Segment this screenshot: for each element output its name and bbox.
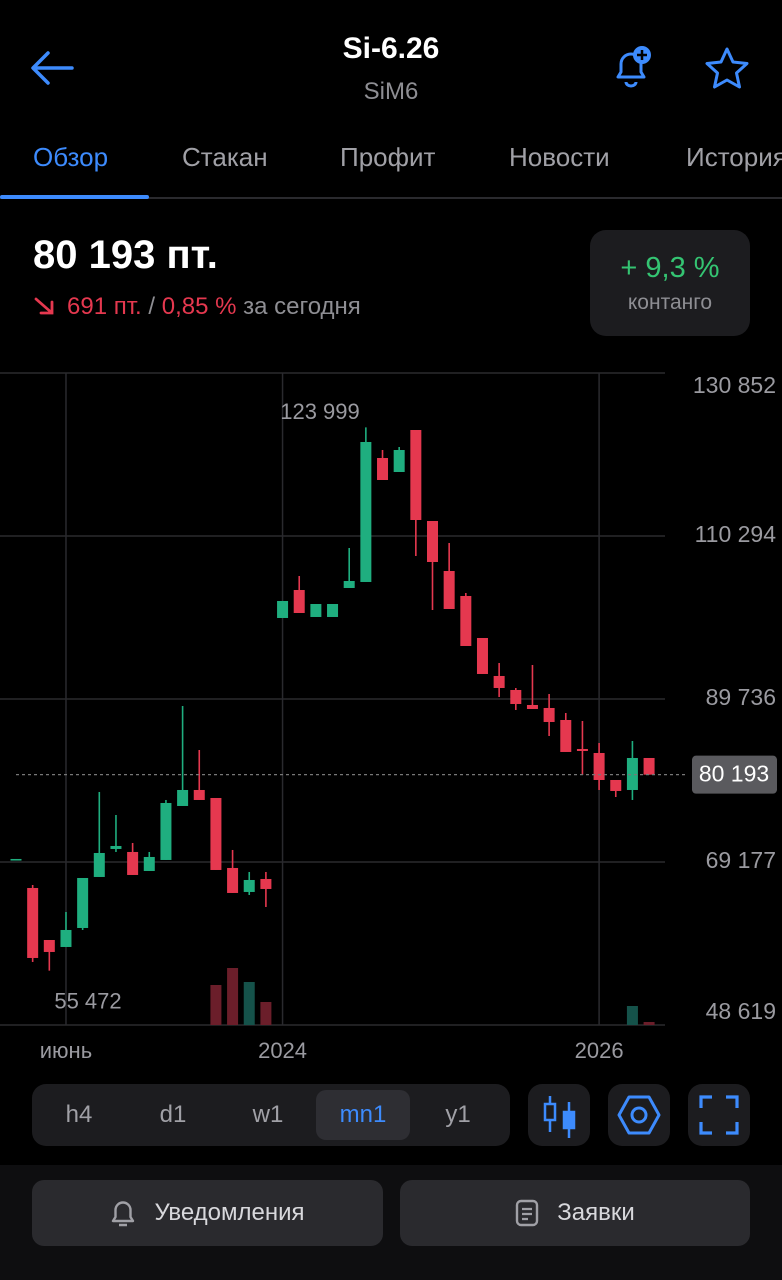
y-tick-label: 130 852 [693,372,776,398]
candle-body [27,887,39,958]
candle-body [560,719,572,752]
max-label: 123 999 [280,399,360,424]
bell-icon [112,1201,135,1227]
candle-body [193,789,205,800]
candle-body [293,589,305,613]
tab[interactable]: Обзор [33,142,109,172]
candle-body [643,757,655,775]
candle-body [227,867,239,893]
min-label: 55 472 [54,988,121,1013]
volume-bar [643,1022,655,1025]
timeframe[interactable]: d1 [159,1101,187,1128]
timeframe[interactable]: mn1 [316,1090,410,1140]
current-price-label: 80 193 [699,761,769,787]
price: 80 193 пт. [33,233,218,277]
candle-body [93,852,105,877]
candle-body [510,689,522,704]
x-tick-label: 2024 [258,1038,307,1063]
timeframe-selector: h4 d1 w1 mn1 y1 [32,1084,510,1146]
favorite-button[interactable] [704,46,750,90]
candle-body [377,457,389,480]
chart-type-button[interactable] [528,1084,590,1146]
y-tick-label: 48 619 [706,998,776,1024]
tab[interactable]: Стакан [182,142,268,172]
candle-body [526,704,538,709]
timeframe[interactable]: w1 [252,1101,284,1128]
candle-body [243,879,255,892]
contango-value: + 9,3 % [620,252,720,284]
alerts-button[interactable]: Уведомления [32,1180,383,1246]
x-tick-label: 2026 [575,1038,624,1063]
chart: 48 619 69 177 89 736 110 294 130 852 июнь 2024… [0,372,777,1063]
candle-body [410,429,422,520]
candle-body [476,637,488,674]
candle-body [576,748,588,751]
alert-button[interactable] [610,44,656,90]
volume-bar [243,982,255,1025]
candle-body [110,845,122,849]
candle-body [493,675,505,688]
timeframe[interactable]: y1 [445,1101,471,1128]
title: Si-6.26 [342,32,440,65]
separator: / [148,293,156,320]
candle-body [343,580,355,588]
candle-body [626,757,638,790]
candle-body [60,929,72,947]
contango-box: + 9,3 % контанго [590,230,750,336]
y-tick-label: 69 177 [706,847,776,873]
doc-icon [516,1199,539,1227]
change-percent: 0,85 % [161,293,237,320]
settings-button[interactable] [608,1084,670,1146]
fullscreen-button[interactable] [688,1084,750,1146]
candle-body [143,856,155,871]
candle-body [210,797,222,870]
candle-body [443,570,455,609]
candle-body [393,449,405,472]
volume-bar [210,985,222,1025]
x-tick-label: июнь [40,1038,92,1063]
candle-body [127,851,139,875]
button-label: Уведомления [154,1199,305,1226]
candle-body [277,600,289,618]
candle-body [327,603,339,617]
candle-body [543,707,555,722]
volume-bar [626,1006,638,1025]
candle-body [43,939,55,952]
current-price-box [692,755,777,794]
contango-label: контанго [627,291,713,314]
candle-body [427,520,438,562]
candle-body [460,595,472,646]
candle-body [177,789,189,806]
candle-body [77,877,89,928]
tab[interactable]: Новости [509,142,610,172]
orders-button[interactable]: Заявки [400,1180,750,1246]
back-button[interactable] [30,50,76,86]
change-points: 691 пт. [67,293,142,320]
period: за сегодня [243,293,361,320]
candle-body [610,779,622,791]
candle-body [360,441,372,582]
tab-indicator [0,195,149,199]
change: 691 пт. / 0,85 % за сегодня [33,293,361,321]
candle-body [10,858,22,861]
y-tick-label: 110 294 [695,521,777,547]
subtitle: SiM6 [363,78,419,105]
timeframe[interactable]: h4 [65,1101,93,1128]
y-tick-label: 89 736 [706,684,776,710]
tab[interactable]: История [686,142,782,172]
candle-body [310,603,322,617]
volume-bar [227,968,239,1025]
divider [0,197,782,199]
candle-body [260,878,272,889]
volume-bar [260,1002,272,1025]
tab[interactable]: Профит [340,142,436,172]
down-arrow [34,297,54,315]
button-label: Заявки [557,1199,635,1226]
candle-body [160,802,172,860]
candle-body [593,752,605,780]
